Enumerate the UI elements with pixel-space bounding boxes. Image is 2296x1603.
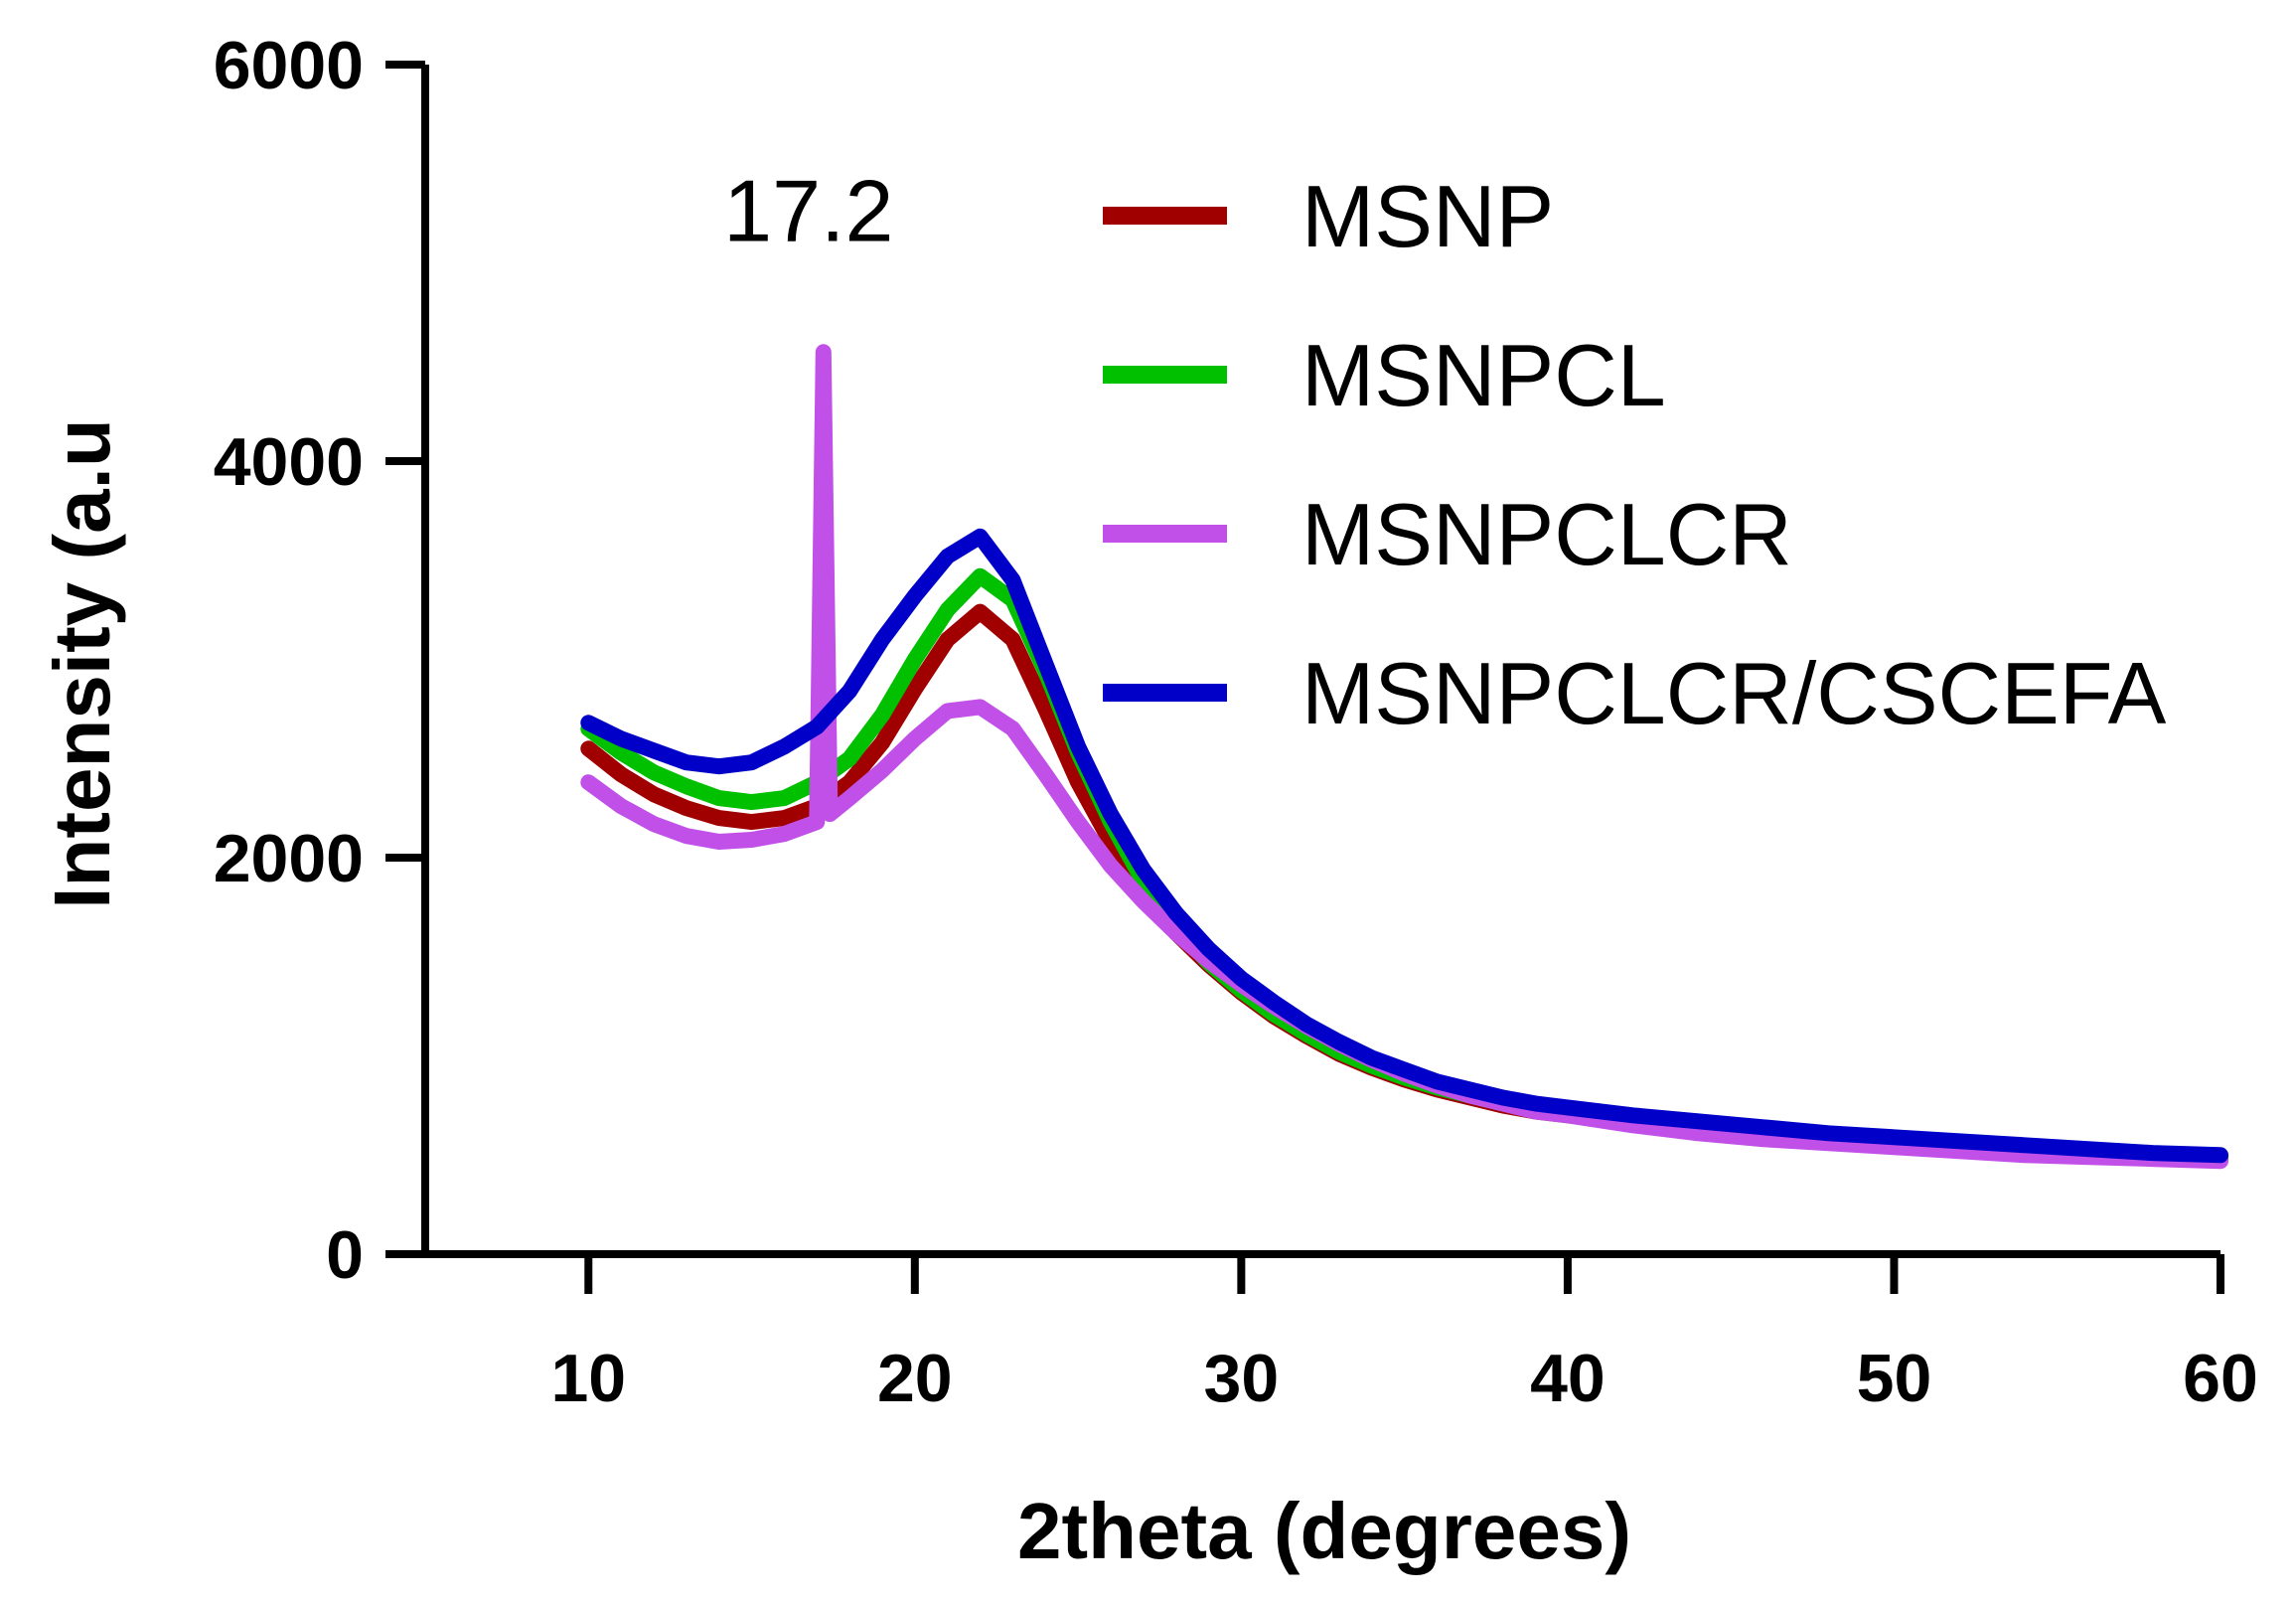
legend-label: MSNPCL xyxy=(1301,326,1666,424)
axes xyxy=(421,65,2220,1258)
y-tick-label: 4000 xyxy=(214,424,364,500)
legend-label: MSNPCLCR/CSCEFA xyxy=(1301,644,2167,742)
x-tick-label: 50 xyxy=(1857,1341,1932,1416)
annotation-layer: 17.2 xyxy=(723,161,893,259)
series-layer xyxy=(580,344,2228,1170)
x-tick-label: 40 xyxy=(1530,1341,1606,1416)
x-tick-label: 10 xyxy=(550,1341,626,1416)
y-axis-title: Intensity (a.u xyxy=(38,418,126,908)
legend-label: MSNPCLCR xyxy=(1301,485,1792,583)
y-tick-label: 2000 xyxy=(214,821,364,896)
y-tick-label: 0 xyxy=(326,1217,364,1293)
series-line-msnpclcr-cscefa xyxy=(580,528,2228,1164)
legend-label: MSNP xyxy=(1301,167,1554,265)
x-tick-label: 60 xyxy=(2183,1341,2258,1416)
peak-annotation-label: 17.2 xyxy=(723,161,893,259)
x-tick-label: 30 xyxy=(1204,1341,1280,1416)
x-tick-label: 20 xyxy=(877,1341,953,1416)
series-line-msnpclcr xyxy=(580,344,2228,1170)
y-tick-label: 6000 xyxy=(214,28,364,103)
x-axis-title: 2theta (degrees) xyxy=(1017,1487,1631,1575)
legend: MSNP MSNPCL MSNPCLCR MSNPCLCR/CSCEFA xyxy=(1103,167,2167,742)
ticks-layer: 0 2000 4000 6000 10 20 30 40 50 60 xyxy=(214,28,2258,1416)
